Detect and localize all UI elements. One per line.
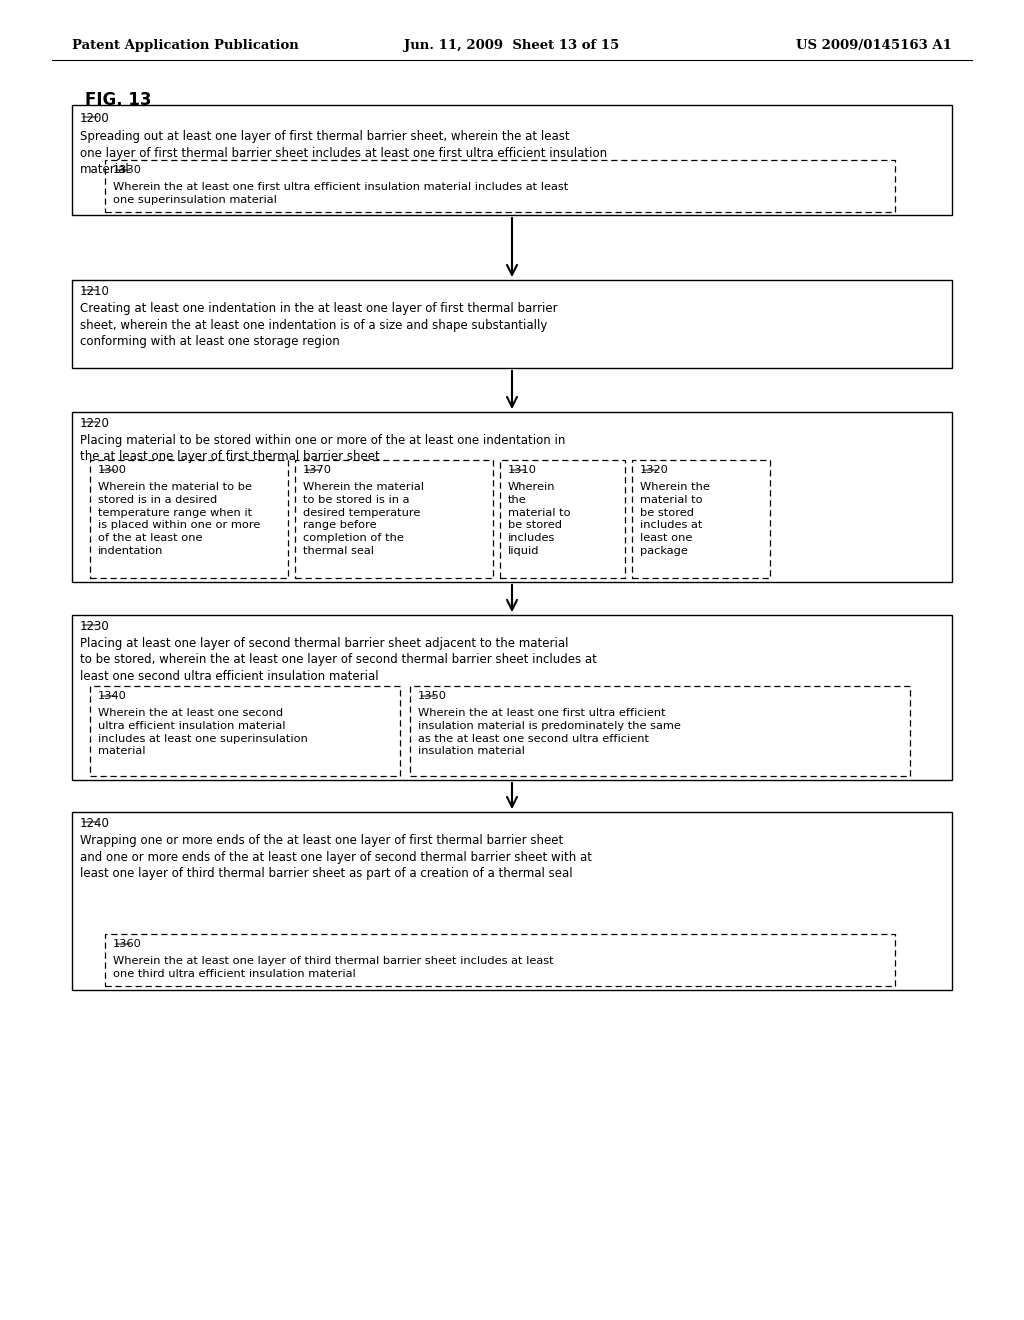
Text: 1230: 1230 [80,620,110,634]
Text: 1340: 1340 [98,690,127,701]
Text: 1360: 1360 [113,939,142,949]
Text: 1350: 1350 [418,690,447,701]
Text: Wrapping one or more ends of the at least one layer of first thermal barrier she: Wrapping one or more ends of the at leas… [80,834,592,880]
Bar [72,615,952,780]
Bar [72,412,952,582]
Text: Wherein the at least one first ultra efficient
insulation material is predominat: Wherein the at least one first ultra eff… [418,708,681,756]
Bar [72,812,952,990]
Text: Wherein the
material to
be stored
includes at
least one
package: Wherein the material to be stored includ… [640,482,710,556]
Text: 1310: 1310 [508,465,537,475]
Bar [632,459,770,578]
Bar [90,459,288,578]
Bar [72,280,952,368]
Text: 1210: 1210 [80,285,110,298]
Text: 1220: 1220 [80,417,110,430]
Text: Placing at least one layer of second thermal barrier sheet adjacent to the mater: Placing at least one layer of second the… [80,638,597,682]
Text: Wherein the at least one first ultra efficient insulation material includes at l: Wherein the at least one first ultra eff… [113,182,568,205]
Text: Wherein the at least one layer of third thermal barrier sheet includes at least
: Wherein the at least one layer of third … [113,956,554,979]
Text: Wherein
the
material to
be stored
includes
liquid: Wherein the material to be stored includ… [508,482,570,556]
Bar [72,106,952,215]
Text: 1330: 1330 [113,165,142,176]
Text: 1370: 1370 [303,465,332,475]
Text: Creating at least one indentation in the at least one layer of first thermal bar: Creating at least one indentation in the… [80,302,558,348]
Text: Jun. 11, 2009  Sheet 13 of 15: Jun. 11, 2009 Sheet 13 of 15 [404,38,620,51]
Text: 1200: 1200 [80,112,110,125]
Text: 1320: 1320 [640,465,669,475]
Text: 1240: 1240 [80,817,110,830]
Text: Wherein the at least one second
ultra efficient insulation material
includes at : Wherein the at least one second ultra ef… [98,708,308,756]
Text: Wherein the material
to be stored is in a
desired temperature
range before
compl: Wherein the material to be stored is in … [303,482,424,556]
Bar [500,459,625,578]
Bar [410,686,910,776]
Bar [105,935,895,986]
Text: US 2009/0145163 A1: US 2009/0145163 A1 [796,38,952,51]
Text: Patent Application Publication: Patent Application Publication [72,38,299,51]
Text: Wherein the material to be
stored is in a desired
temperature range when it
is p: Wherein the material to be stored is in … [98,482,260,556]
Bar [90,686,400,776]
Text: Placing material to be stored within one or more of the at least one indentation: Placing material to be stored within one… [80,434,565,463]
Bar [295,459,493,578]
Text: 1300: 1300 [98,465,127,475]
Text: FIG. 13: FIG. 13 [85,91,152,110]
Bar [105,160,895,213]
Text: Spreading out at least one layer of first thermal barrier sheet, wherein the at : Spreading out at least one layer of firs… [80,129,607,176]
